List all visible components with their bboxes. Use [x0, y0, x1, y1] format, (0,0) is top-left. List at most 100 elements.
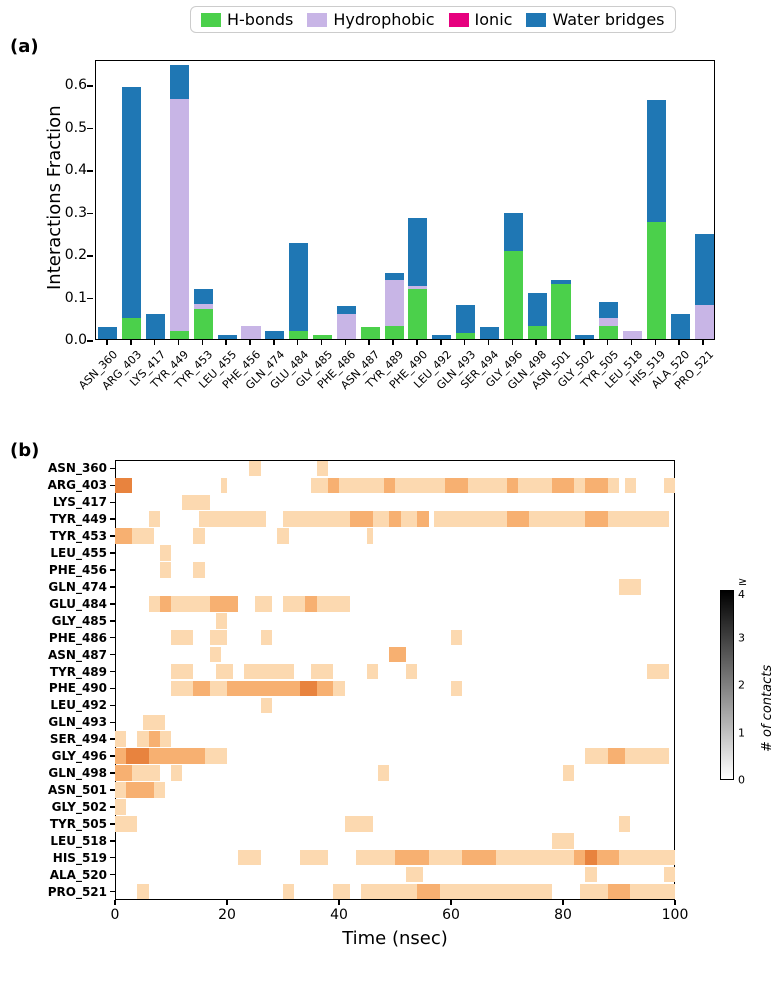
chart-b-xtick: 40	[330, 907, 348, 923]
chart-b-row-label: LEU_455	[37, 546, 107, 560]
chart-a-xtick-mark	[655, 340, 657, 345]
chart-a-ytick: 0.5	[53, 120, 87, 136]
bar	[98, 327, 117, 339]
heatmap-cell	[300, 850, 328, 866]
chart-b-row-track	[115, 833, 675, 849]
heatmap-cell	[205, 748, 227, 764]
heatmap-cell	[608, 748, 625, 764]
chart-a-xtick-mark	[488, 340, 490, 345]
heatmap-cell	[115, 799, 126, 815]
legend: H-bondsHydrophobicIonicWater bridges	[190, 6, 676, 33]
heatmap-cell	[210, 630, 227, 646]
heatmap-cell	[434, 511, 669, 527]
chart-b-row-label: LEU_518	[37, 834, 107, 848]
colorbar-tick: 2	[738, 679, 745, 692]
bar-segment	[456, 333, 475, 339]
heatmap-cell	[395, 850, 429, 866]
chart-a-ytick: 0.1	[53, 290, 87, 306]
chart-a-ytick: 0.2	[53, 247, 87, 263]
heatmap-cell	[210, 596, 238, 612]
chart-a-xtick-mark	[178, 340, 180, 345]
chart-a-xtick-mark	[512, 340, 514, 345]
colorbar-label: # of contacts	[760, 664, 775, 751]
heatmap-cell	[574, 850, 619, 866]
colorbar-tick: 1	[738, 726, 745, 739]
heatmap-cell	[132, 528, 154, 544]
chart-b-row-track	[115, 647, 675, 663]
bar	[623, 331, 642, 339]
heatmap-cell	[137, 884, 148, 900]
heatmap-cell	[328, 478, 339, 494]
chart-b-row-track	[115, 816, 675, 832]
bar-segment	[695, 305, 714, 339]
chart-a-xtick-mark	[368, 340, 370, 345]
heatmap-cell	[115, 478, 132, 494]
chart-b-row-label: PHE_486	[37, 631, 107, 645]
heatmap-cell	[389, 647, 406, 663]
chart-b-row-track	[115, 850, 675, 866]
chart-b-row-label: ASN_360	[37, 461, 107, 475]
chart-b-row-track	[115, 528, 675, 544]
heatmap-cell	[406, 664, 417, 680]
chart-a-xtick-mark	[106, 340, 108, 345]
heatmap-cell	[210, 647, 221, 663]
bar-segment	[504, 213, 523, 251]
bar-segment	[575, 335, 594, 339]
heatmap-cell	[625, 478, 636, 494]
bar-segment	[408, 218, 427, 286]
chart-b-row-label: GLY_496	[37, 749, 107, 763]
chart-b-row-track	[115, 579, 675, 595]
colorbar-tick: 3	[738, 631, 745, 644]
heatmap-cell	[277, 528, 288, 544]
chart-b-row-track	[115, 698, 675, 714]
bar-segment	[218, 335, 237, 339]
bar	[695, 234, 714, 339]
bar	[551, 280, 570, 339]
heatmap-cell	[216, 613, 227, 629]
chart-a-xtick-mark	[321, 340, 323, 345]
bar	[432, 335, 451, 339]
heatmap-cell	[664, 867, 675, 883]
chart-b-row-track	[115, 867, 675, 883]
heatmap-cell	[160, 545, 171, 561]
chart-a-xtick-mark	[416, 340, 418, 345]
chart-b-row-track	[115, 596, 675, 612]
chart-b-row-track	[115, 495, 675, 511]
heatmap-cell	[389, 511, 400, 527]
chart-b-row-label: SER_494	[37, 732, 107, 746]
chart-b-row-track	[115, 664, 675, 680]
bar	[599, 302, 618, 339]
chart-b-row-track	[115, 715, 675, 731]
heatmap-cell	[462, 850, 496, 866]
chart-b-row-track	[115, 681, 675, 697]
chart-b-xtick-mark	[114, 900, 116, 905]
heatmap-cell	[619, 579, 641, 595]
bar	[504, 213, 523, 339]
heatmap-cell	[216, 664, 233, 680]
bar-segment	[265, 331, 284, 339]
heatmap-cell	[283, 884, 294, 900]
heatmap-cell	[249, 461, 260, 477]
chart-b-row-label: LEU_492	[37, 698, 107, 712]
chart-a-xtick-mark	[225, 340, 227, 345]
legend-label: Water bridges	[552, 10, 664, 29]
chart-a-ytick: 0.0	[53, 332, 87, 348]
chart-a-xtick-mark	[583, 340, 585, 345]
chart-a-xtick-mark	[559, 340, 561, 345]
colorbar-gradient	[720, 590, 734, 780]
bar	[337, 306, 356, 339]
bar-segment	[122, 87, 141, 318]
chart-a-xtick-mark	[464, 340, 466, 345]
heatmap-cell	[367, 664, 378, 680]
bar	[241, 326, 260, 339]
heatmap-cell	[193, 528, 204, 544]
bar-segment	[194, 309, 213, 339]
chart-a-xtick-mark	[273, 340, 275, 345]
heatmap-cell	[384, 478, 395, 494]
chart-a-bars	[96, 61, 714, 339]
bar	[671, 314, 690, 339]
heatmap-cell	[160, 562, 171, 578]
bar	[528, 293, 547, 339]
heatmap-cell	[585, 867, 596, 883]
chart-a-ytick: 0.3	[53, 205, 87, 221]
